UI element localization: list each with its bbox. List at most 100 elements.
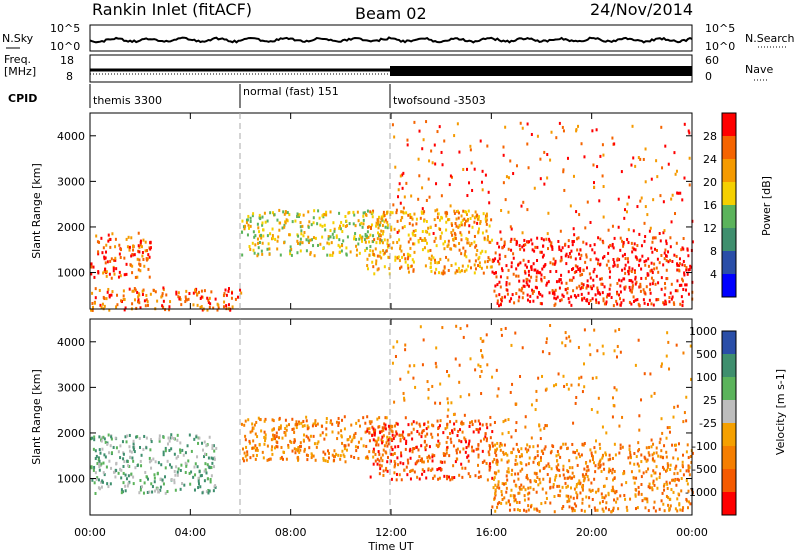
scatter-cell [478, 422, 481, 426]
scatter-cell [627, 195, 630, 199]
scatter-cell [299, 221, 302, 225]
scatter-cell [690, 377, 693, 381]
scatter-cell [682, 420, 685, 424]
scatter-cell [617, 197, 620, 201]
scatter-cell [195, 435, 198, 439]
scatter-cell [373, 272, 376, 276]
scatter-cell [450, 401, 453, 405]
scatter-cell [386, 226, 389, 230]
scatter-cell [578, 252, 581, 256]
scatter-cell [605, 431, 608, 435]
scatter-cell [382, 214, 385, 218]
scatter-cell [633, 462, 636, 466]
scatter-cell [494, 443, 497, 447]
scatter-cell [583, 328, 586, 332]
scatter-cell [406, 252, 409, 256]
scatter-cell [639, 258, 642, 262]
scatter-cell [393, 463, 396, 467]
scatter-cell [516, 241, 519, 245]
scatter-cell [658, 475, 661, 479]
scatter-cell [674, 448, 677, 452]
scatter-cell [538, 477, 541, 481]
scatter-cell [524, 243, 527, 247]
scatter-cell [486, 259, 489, 263]
scatter-cell [256, 448, 259, 452]
scatter-cell [288, 213, 291, 217]
scatter-cell [575, 210, 578, 214]
scatter-cell [158, 437, 161, 441]
scatter-cell [553, 290, 556, 294]
scatter-cell [459, 450, 462, 454]
scatter-cell [683, 122, 686, 126]
scatter-cell [645, 446, 648, 450]
scatter-cell [399, 218, 402, 222]
scatter-cell [424, 238, 427, 242]
scatter-cell [532, 299, 535, 303]
scatter-cell [105, 270, 108, 274]
scatter-cell [445, 210, 448, 214]
scatter-cell [427, 459, 430, 463]
scatter-cell [442, 452, 445, 456]
scatter-cell [496, 299, 499, 303]
scatter-cell [297, 234, 300, 238]
scatter-cell [123, 256, 126, 260]
scatter-cell [654, 247, 657, 251]
scatter-cell [453, 211, 456, 215]
scatter-cell [609, 270, 612, 274]
scatter-cell [591, 248, 594, 252]
scatter-cell [670, 488, 673, 492]
scatter-cell [450, 222, 453, 226]
scatter-cell [570, 506, 573, 510]
colorbar-tick: -25 [699, 417, 717, 430]
scatter-cell [518, 295, 521, 299]
scatter-cell [273, 434, 276, 438]
scatter-cell [569, 495, 572, 499]
scatter-cell [213, 456, 216, 460]
scatter-cell [571, 442, 574, 446]
scatter-cell [410, 422, 413, 426]
scatter-cell [419, 458, 422, 462]
scatter-cell [113, 258, 116, 262]
scatter-cell [642, 471, 645, 475]
scatter-cell [639, 289, 642, 293]
scatter-cell [441, 460, 444, 464]
scatter-cell [423, 246, 426, 250]
scatter-cell [107, 239, 110, 243]
scatter-cell [137, 231, 140, 235]
scatter-cell [285, 218, 288, 222]
scatter-cell [549, 501, 552, 505]
scatter-cell [326, 459, 329, 463]
scatter-cell [90, 466, 93, 470]
scatter-cell [627, 241, 630, 245]
scatter-cell [364, 232, 367, 236]
scatter-cell [481, 249, 484, 253]
scatter-cell [530, 436, 533, 440]
scatter-cell [559, 489, 562, 493]
scatter-cell [596, 349, 599, 353]
scatter-cell [505, 264, 508, 268]
scatter-cell [306, 458, 309, 462]
scatter-cell [371, 425, 374, 429]
scatter-cell [411, 231, 414, 235]
scatter-cell [240, 422, 243, 426]
scatter-cell [619, 446, 622, 450]
scatter-cell [593, 251, 596, 255]
scatter-cell [553, 262, 556, 266]
scatter-cell [652, 198, 655, 202]
scatter-cell [131, 264, 134, 268]
scatter-cell [194, 473, 197, 477]
scatter-cell [618, 258, 621, 262]
scatter-cell [395, 421, 398, 425]
scatter-cell [526, 208, 529, 212]
scatter-cell [611, 471, 614, 475]
scatter-cell [662, 456, 665, 460]
scatter-cell [453, 236, 456, 240]
scatter-cell [252, 439, 255, 443]
scatter-cell [679, 508, 682, 512]
scatter-cell [555, 383, 558, 387]
scatter-cell [384, 225, 387, 229]
scatter-cell [575, 482, 578, 486]
scatter-cell [548, 237, 551, 241]
scatter-cell [298, 422, 301, 426]
scatter-cell [634, 298, 637, 302]
